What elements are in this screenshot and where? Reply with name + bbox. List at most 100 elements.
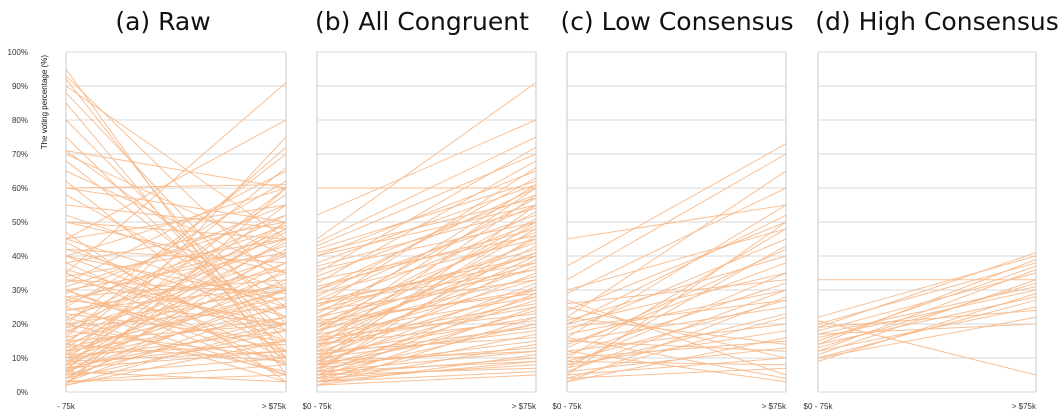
data-line xyxy=(65,269,287,383)
data-line xyxy=(566,289,787,335)
x-tick-label-right: > $75k xyxy=(762,402,787,411)
data-line xyxy=(65,221,287,274)
data-line xyxy=(566,340,787,359)
data-line xyxy=(566,357,787,376)
data-line xyxy=(316,269,537,305)
y-tick-label: 0% xyxy=(16,388,28,397)
data-line xyxy=(817,316,1037,359)
data-line xyxy=(817,282,1037,349)
data-line xyxy=(65,286,287,311)
data-line xyxy=(65,187,287,355)
data-line xyxy=(65,102,287,366)
data-line xyxy=(316,194,537,349)
data-line xyxy=(316,207,537,267)
data-line xyxy=(316,275,537,332)
x-tick-label-left: - 75k xyxy=(57,402,76,411)
data-line xyxy=(566,316,787,345)
y-tick-label: 60% xyxy=(12,184,28,193)
data-line xyxy=(316,153,537,247)
data-line xyxy=(316,187,537,291)
data-line xyxy=(566,221,787,376)
data-line xyxy=(566,228,787,359)
data-line xyxy=(817,289,1037,339)
y-tick-label: 50% xyxy=(12,218,28,227)
data-line xyxy=(65,238,287,308)
panel-title: (a) Raw xyxy=(115,7,210,36)
y-axis-label: The voting percentage (%) xyxy=(40,55,49,150)
data-line xyxy=(817,309,1037,328)
data-line xyxy=(65,364,287,383)
data-line xyxy=(316,272,537,359)
x-tick-label-right: > $75k xyxy=(512,402,537,411)
data-line xyxy=(316,374,537,386)
data-line xyxy=(316,299,537,369)
x-tick-label-left: $0 - 75k xyxy=(804,402,834,411)
data-line xyxy=(65,279,287,298)
data-line xyxy=(316,170,537,257)
data-line xyxy=(566,337,787,379)
data-line xyxy=(316,286,537,376)
data-line xyxy=(316,292,537,379)
data-line xyxy=(65,136,287,372)
data-line xyxy=(316,326,537,356)
data-line xyxy=(316,204,537,366)
panel-3: (c) Low Consensus $0 - 75k > $75k xyxy=(553,7,794,411)
data-line xyxy=(566,204,787,339)
data-line xyxy=(817,262,1037,325)
data-line xyxy=(316,252,537,328)
y-tick-label: 90% xyxy=(12,82,28,91)
data-line xyxy=(316,235,537,281)
data-line xyxy=(817,269,1037,352)
data-line xyxy=(316,313,537,339)
data-line xyxy=(817,279,1037,356)
data-line xyxy=(316,221,537,271)
panel-title: (c) Low Consensus xyxy=(560,7,793,36)
data-line xyxy=(316,180,537,250)
y-tick-label: 100% xyxy=(8,48,28,57)
data-line xyxy=(316,204,537,257)
data-line xyxy=(566,306,787,342)
data-line xyxy=(65,146,287,338)
data-line xyxy=(566,143,787,267)
data-line xyxy=(566,153,787,281)
data-line xyxy=(316,292,537,322)
y-tick-label: 30% xyxy=(12,286,28,295)
data-line xyxy=(316,350,537,373)
data-line xyxy=(316,160,537,284)
data-line xyxy=(65,323,287,373)
panel-1: (a) Raw - 75k > $75k 0% 10% 20% 30% 40% 50% 60% 70… xyxy=(8,7,287,411)
data-line xyxy=(316,279,537,311)
data-line xyxy=(566,337,787,383)
data-line xyxy=(566,323,787,352)
data-line xyxy=(316,119,537,216)
data-line xyxy=(566,316,787,379)
data-line xyxy=(316,320,537,345)
series-lines xyxy=(817,252,1037,376)
series-lines xyxy=(316,82,537,386)
data-line xyxy=(566,313,787,369)
data-line xyxy=(65,279,287,325)
data-line xyxy=(316,303,537,342)
data-line xyxy=(316,197,537,254)
data-line xyxy=(65,323,287,386)
data-line xyxy=(65,187,287,386)
y-tick-label: 10% xyxy=(12,354,28,363)
data-line xyxy=(316,282,537,366)
data-line xyxy=(817,258,1037,345)
data-line xyxy=(65,238,287,369)
x-tick-label-right: > $75k xyxy=(1012,402,1037,411)
panel-2: (b) All Congruent $0 - 75k > $75k xyxy=(303,7,537,411)
data-line xyxy=(316,187,537,335)
data-line xyxy=(566,170,787,318)
data-line xyxy=(65,167,287,345)
data-line xyxy=(65,160,287,332)
data-line xyxy=(65,343,287,356)
data-line xyxy=(65,180,287,308)
data-line xyxy=(65,214,287,291)
data-line xyxy=(65,248,287,379)
data-line xyxy=(566,214,787,325)
data-line xyxy=(65,221,287,240)
data-line xyxy=(65,170,287,284)
data-line xyxy=(316,136,537,243)
